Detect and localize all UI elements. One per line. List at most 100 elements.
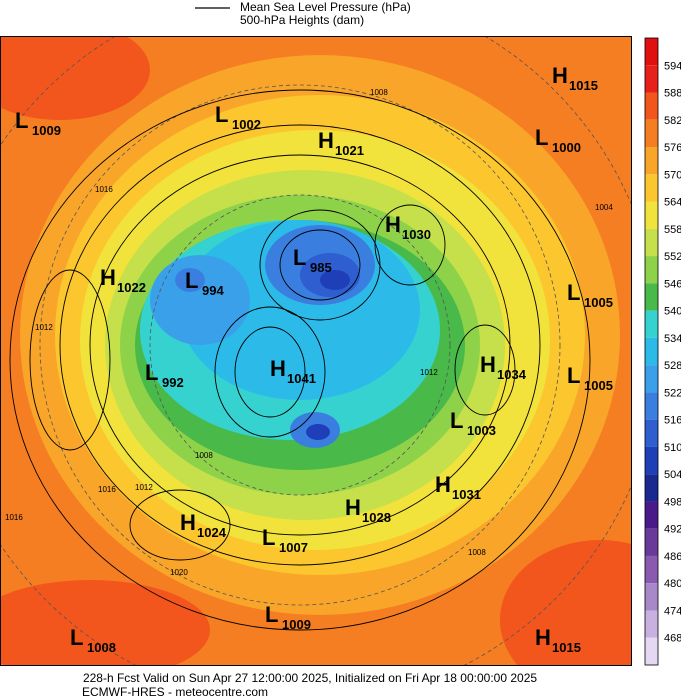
colorbar-label: 588 bbox=[664, 88, 681, 100]
pressure-center: L 1008 bbox=[70, 625, 116, 655]
center-letter: H bbox=[535, 625, 551, 650]
center-value: 1022 bbox=[117, 280, 146, 295]
center-value: 1015 bbox=[552, 640, 581, 655]
colorbar-label: 552 bbox=[664, 251, 681, 263]
center-letter: H bbox=[180, 510, 196, 535]
colorbar-label: 468 bbox=[664, 633, 681, 645]
center-letter: L bbox=[567, 363, 580, 388]
colorbar-label: 510 bbox=[664, 442, 681, 454]
colorbar-label: 570 bbox=[664, 169, 681, 181]
contour-label: 1012 bbox=[35, 323, 53, 332]
center-letter: L bbox=[535, 125, 548, 150]
colorbar-band bbox=[645, 501, 658, 529]
colorbar-band bbox=[645, 92, 658, 120]
center-letter: L bbox=[450, 408, 463, 433]
colorbar-band bbox=[645, 174, 658, 202]
contour-label: 1020 bbox=[170, 568, 188, 577]
pressure-center: H 1015 bbox=[535, 625, 581, 655]
center-letter: H bbox=[100, 265, 116, 290]
pressure-center: H 1022 bbox=[100, 265, 146, 295]
pressure-center: L 992 bbox=[145, 360, 184, 390]
colorbar-band bbox=[645, 337, 658, 366]
center-letter: L bbox=[145, 360, 158, 385]
pressure-center: H 1031 bbox=[435, 472, 481, 502]
pressure-center: H 1030 bbox=[385, 212, 431, 242]
pressure-center: L 1000 bbox=[535, 125, 581, 155]
colorbar-band bbox=[645, 38, 658, 66]
center-letter: L bbox=[215, 102, 228, 127]
contour-label: 1008 bbox=[195, 451, 213, 460]
center-value: 1041 bbox=[287, 371, 316, 386]
center-value: 1005 bbox=[584, 295, 613, 310]
center-letter: L bbox=[262, 525, 275, 550]
center-letter: L bbox=[15, 108, 28, 133]
pressure-center: L 1007 bbox=[262, 525, 308, 555]
pressure-center: L 994 bbox=[185, 268, 224, 298]
center-value: 1005 bbox=[584, 378, 613, 393]
center-value: 1021 bbox=[335, 143, 364, 158]
colorbar-frame bbox=[644, 37, 659, 666]
center-letter: L bbox=[293, 245, 306, 270]
contour-label: 1016 bbox=[5, 513, 23, 522]
pressure-center: L 1002 bbox=[215, 102, 261, 132]
colorbar-label: 480 bbox=[664, 578, 681, 590]
pressure-center: L 985 bbox=[293, 245, 332, 275]
center-value: 1008 bbox=[87, 640, 116, 655]
pressure-center: L 1005 bbox=[567, 363, 613, 393]
center-value: 1000 bbox=[552, 140, 581, 155]
colorbar-label: 582 bbox=[664, 115, 681, 127]
center-value: 1028 bbox=[362, 510, 391, 525]
center-letter: L bbox=[185, 268, 198, 293]
colorbar-band bbox=[645, 119, 658, 148]
colorbar-band bbox=[645, 65, 658, 93]
contour-label: 1016 bbox=[95, 185, 113, 194]
colorbar-band bbox=[645, 419, 658, 447]
colorbar-band bbox=[645, 555, 658, 584]
pressure-center: H 1034 bbox=[480, 352, 527, 382]
colorbar-label: 504 bbox=[664, 469, 681, 481]
center-value: 1002 bbox=[232, 117, 261, 132]
colorbar-label: 576 bbox=[664, 142, 681, 154]
colorbar-band bbox=[645, 228, 658, 257]
colorbar-label: 540 bbox=[664, 306, 681, 318]
center-letter: H bbox=[552, 63, 568, 88]
center-value: 1009 bbox=[282, 617, 311, 632]
contour-label: 1012 bbox=[420, 368, 438, 377]
colorbar-band bbox=[645, 201, 658, 229]
center-value: 1003 bbox=[467, 423, 496, 438]
center-value: 1024 bbox=[197, 525, 227, 540]
pressure-center: H 1021 bbox=[318, 128, 364, 158]
footer-text: 228-h Fcst Valid on Sun Apr 27 12:00:00 … bbox=[83, 671, 537, 685]
center-value: 1015 bbox=[569, 78, 598, 93]
colorbar-label: 492 bbox=[664, 524, 681, 536]
colorbar-band bbox=[645, 583, 658, 611]
colorbar-band bbox=[645, 610, 658, 638]
colorbar-label: 528 bbox=[664, 360, 681, 372]
contour-label: 1008 bbox=[370, 88, 388, 97]
pressure-center: H 1041 bbox=[270, 356, 316, 386]
pressure-center: H 1024 bbox=[180, 510, 227, 540]
footer-text: ECMWF-HRES - meteocentre.com bbox=[82, 685, 268, 699]
contour-label: 1004 bbox=[595, 203, 613, 212]
colorbar-band bbox=[645, 365, 658, 393]
center-letter: H bbox=[318, 128, 334, 153]
colorbar-label: 498 bbox=[664, 496, 681, 508]
colorbar-band bbox=[645, 147, 658, 175]
colorbar: 594 588 582 576 570 564 558 552 546 540 534 528 522 5… bbox=[644, 37, 681, 666]
pressure-center: L 1003 bbox=[450, 408, 496, 438]
colorbar-label: 534 bbox=[664, 333, 681, 345]
pressure-center: L 1009 bbox=[15, 108, 61, 138]
colorbar-label: 558 bbox=[664, 224, 681, 236]
colorbar-band bbox=[645, 283, 658, 311]
colorbar-band bbox=[645, 474, 658, 502]
colorbar-band bbox=[645, 528, 658, 556]
legend-text: 500-hPa Heights (dam) bbox=[240, 13, 364, 27]
legend-text: Mean Sea Level Pressure (hPa) bbox=[240, 0, 411, 14]
colorbar-label: 516 bbox=[664, 415, 681, 427]
colorbar-label: 564 bbox=[664, 197, 681, 209]
center-value: 1009 bbox=[32, 123, 61, 138]
center-value: 1007 bbox=[279, 540, 308, 555]
center-value: 1030 bbox=[402, 227, 431, 242]
center-value: 994 bbox=[202, 283, 224, 298]
